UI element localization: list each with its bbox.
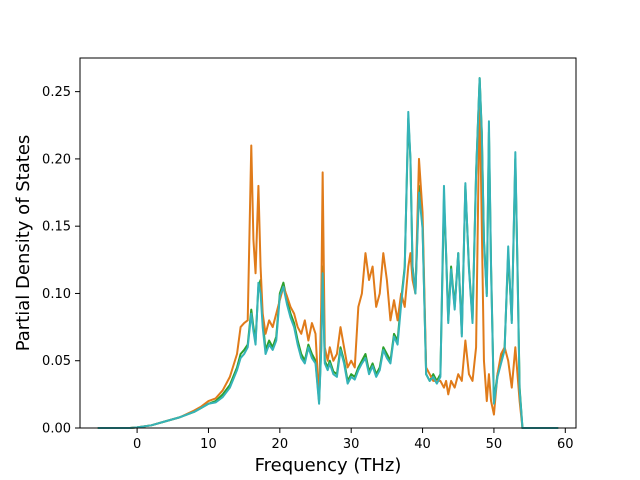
x-tick-label: 60 bbox=[557, 437, 574, 452]
plot-frame bbox=[79, 57, 577, 429]
y-tick-label: 0.15 bbox=[42, 220, 71, 235]
x-tick-label: 30 bbox=[343, 437, 360, 452]
y-tick-label: 0.25 bbox=[42, 85, 71, 100]
x-tick-label: 20 bbox=[272, 437, 289, 452]
x-tick-label: 40 bbox=[414, 437, 431, 452]
series-line-1 bbox=[97, 90, 559, 429]
tick-layer: 0 10 20 30 40 50 60 0.00 0.05 0.10 0.15 0.20 0.25 bbox=[42, 85, 574, 452]
y-tick-label: 0.20 bbox=[42, 152, 71, 167]
x-tick-label: 50 bbox=[486, 437, 503, 452]
x-tick-label: 10 bbox=[200, 437, 217, 452]
y-tick-label: 0.05 bbox=[42, 354, 71, 369]
x-tick-label: 0 bbox=[133, 437, 141, 452]
series-line-2 bbox=[97, 77, 559, 429]
x-axis-title: Frequency (THz) bbox=[255, 455, 402, 476]
series-layer bbox=[97, 77, 559, 429]
y-tick-label: 0.10 bbox=[42, 287, 71, 302]
y-axis-title: Partial Density of States bbox=[13, 135, 34, 352]
y-tick-label: 0.00 bbox=[42, 422, 71, 437]
